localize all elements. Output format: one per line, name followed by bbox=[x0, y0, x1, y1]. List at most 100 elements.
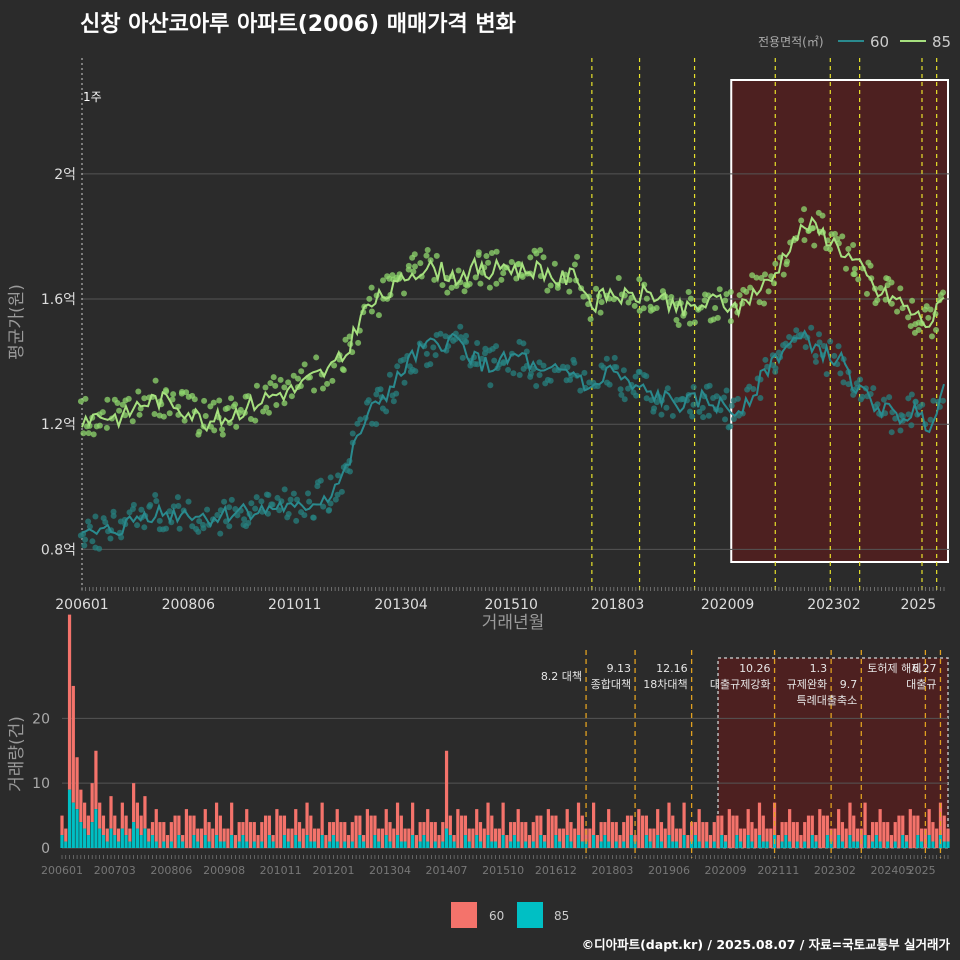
bar-y-tick-label: 0 bbox=[41, 841, 50, 857]
data-point-60 bbox=[253, 494, 260, 501]
bar-60 bbox=[169, 822, 173, 842]
bar-85 bbox=[373, 835, 377, 848]
bar-60 bbox=[305, 802, 309, 836]
bar-60 bbox=[196, 828, 200, 842]
bar-60 bbox=[678, 828, 682, 848]
data-point-60 bbox=[730, 415, 737, 422]
bar-60 bbox=[132, 783, 136, 823]
bar-60 bbox=[837, 809, 841, 836]
data-point-85 bbox=[201, 397, 208, 404]
bar-85 bbox=[874, 835, 878, 848]
data-point-60 bbox=[138, 506, 145, 513]
bar-60 bbox=[599, 822, 603, 842]
bar-60 bbox=[339, 822, 343, 848]
bar-85 bbox=[207, 841, 211, 848]
data-point-60 bbox=[617, 386, 624, 393]
bar-85 bbox=[705, 841, 709, 848]
bar-85 bbox=[358, 835, 362, 848]
data-point-85 bbox=[863, 290, 870, 297]
bar-85 bbox=[576, 835, 581, 848]
bar-60 bbox=[795, 822, 799, 842]
data-point-60 bbox=[874, 401, 881, 408]
bar-60 bbox=[652, 828, 656, 848]
bar-85 bbox=[569, 841, 573, 848]
bar-60 bbox=[712, 822, 716, 842]
data-point-60 bbox=[689, 413, 696, 420]
bar-60 bbox=[260, 822, 264, 842]
data-point-85 bbox=[771, 280, 778, 287]
bar-60 bbox=[667, 802, 671, 836]
data-point-85 bbox=[401, 290, 408, 297]
bar-85 bbox=[810, 835, 814, 848]
data-point-60 bbox=[540, 362, 547, 369]
data-point-85 bbox=[819, 212, 826, 219]
bar-85 bbox=[90, 822, 94, 848]
data-point-60 bbox=[750, 385, 757, 392]
data-point-85 bbox=[488, 249, 495, 256]
bar-x-tick-label: 2025 bbox=[908, 864, 936, 877]
data-point-60 bbox=[500, 359, 507, 366]
bar-60 bbox=[573, 828, 577, 848]
data-point-85 bbox=[598, 299, 605, 306]
bar-x-tick-label: 200908 bbox=[203, 864, 245, 877]
data-point-85 bbox=[851, 265, 858, 272]
data-point-60 bbox=[493, 343, 500, 350]
bar-60 bbox=[535, 815, 539, 848]
data-point-60 bbox=[199, 521, 206, 528]
bar-85 bbox=[539, 835, 543, 848]
bar-60 bbox=[267, 815, 271, 836]
bar-60 bbox=[403, 828, 407, 842]
data-point-60 bbox=[481, 350, 488, 357]
bar-60 bbox=[637, 809, 641, 848]
bar-85 bbox=[120, 828, 124, 848]
data-point-60 bbox=[276, 507, 283, 514]
bar-60 bbox=[524, 822, 528, 842]
bar-60 bbox=[154, 809, 158, 842]
data-point-60 bbox=[905, 395, 912, 402]
bar-y-tick-label: 10 bbox=[32, 776, 50, 792]
bar-legend-label-85: 85 bbox=[554, 909, 569, 923]
bar-60 bbox=[863, 802, 867, 836]
bar-85 bbox=[399, 841, 403, 848]
bar-60 bbox=[693, 822, 697, 836]
bar-85 bbox=[286, 841, 290, 848]
bar-85 bbox=[516, 841, 520, 848]
data-point-60 bbox=[700, 414, 707, 421]
data-point-60 bbox=[831, 352, 838, 359]
y-tick-label: 1.2억 bbox=[41, 417, 76, 433]
data-point-60 bbox=[505, 366, 512, 373]
data-point-60 bbox=[77, 532, 84, 539]
bar-60 bbox=[335, 809, 339, 842]
data-point-60 bbox=[152, 492, 159, 499]
bar-60 bbox=[912, 815, 916, 848]
bar-85 bbox=[784, 835, 788, 848]
data-point-60 bbox=[762, 356, 769, 363]
data-point-85 bbox=[736, 292, 743, 299]
bar-60 bbox=[701, 822, 705, 848]
bar-60 bbox=[471, 828, 475, 848]
data-point-60 bbox=[156, 517, 163, 524]
data-point-85 bbox=[850, 241, 857, 248]
data-point-60 bbox=[905, 411, 912, 418]
data-point-60 bbox=[432, 352, 439, 359]
bar-60 bbox=[716, 815, 720, 848]
bar-60 bbox=[825, 815, 829, 836]
data-point-60 bbox=[248, 500, 255, 507]
data-point-85 bbox=[574, 253, 581, 260]
data-point-85 bbox=[99, 409, 106, 416]
data-point-60 bbox=[643, 395, 650, 402]
bar-60 bbox=[207, 822, 211, 842]
data-point-85 bbox=[593, 285, 600, 292]
data-point-60 bbox=[491, 357, 498, 364]
bar-85 bbox=[478, 841, 483, 848]
data-point-85 bbox=[691, 319, 698, 326]
bar-60 bbox=[346, 835, 351, 848]
data-point-85 bbox=[219, 431, 226, 438]
bar-85 bbox=[320, 835, 324, 848]
bar-60 bbox=[882, 822, 886, 848]
data-point-60 bbox=[86, 523, 93, 530]
policy-label: 토허제 해제 bbox=[867, 661, 921, 675]
data-point-85 bbox=[827, 246, 834, 253]
bar-60 bbox=[343, 822, 347, 842]
data-point-60 bbox=[305, 490, 312, 497]
